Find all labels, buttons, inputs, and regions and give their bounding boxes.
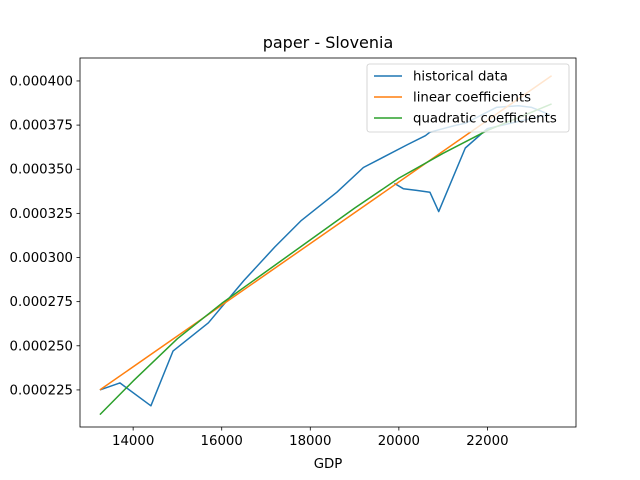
y-tick-label: 0.000250 — [10, 339, 73, 354]
y-tick-label: 0.000325 — [10, 207, 73, 222]
y-tick-label: 0.000225 — [10, 383, 73, 398]
series-line-3 — [99, 103, 552, 416]
y-tick-label: 0.000300 — [10, 251, 73, 266]
series-line-1 — [99, 104, 551, 407]
x-tick-label: 18000 — [289, 434, 331, 449]
y-tick-label: 0.000350 — [10, 163, 73, 178]
x-tick-label: 16000 — [201, 434, 243, 449]
y-tick-label: 0.000375 — [10, 119, 73, 134]
chart-title: paper - Slovenia — [263, 33, 394, 52]
plot-area: 14000 16000 18000 20000 22000 0.000225 0.00025… — [10, 57, 577, 449]
legend-label-3: quadratic coefficients — [413, 112, 557, 127]
legend-label-1: historical data — [413, 70, 508, 85]
x-axis-label: GDP — [314, 457, 343, 472]
y-tick-label: 0.000400 — [10, 74, 73, 89]
x-tick-label: 20000 — [378, 434, 420, 449]
plot-frame — [79, 57, 577, 428]
legend-box — [366, 63, 570, 133]
legend-label-2: linear coefficients — [413, 91, 531, 106]
y-tick-label: 0.000275 — [10, 295, 73, 310]
x-tick-label: 22000 — [466, 434, 508, 449]
x-tick-label: 14000 — [112, 434, 154, 449]
legend: historical data linear coefficients quadra… — [366, 63, 570, 133]
